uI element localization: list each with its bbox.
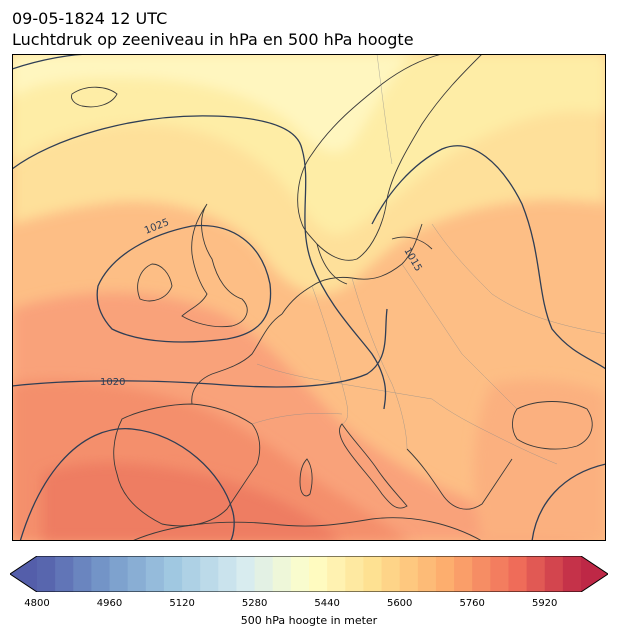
colorbar-cell [55,556,74,592]
colorbar-tick-label: 5920 [531,598,558,609]
colorbar-cell [435,556,455,592]
colorbar-cell [309,556,328,592]
colorbar-cell [399,556,419,592]
colorbar-label: 500 hPa hoogte in meter [240,614,378,627]
colorbar-cell [254,556,274,592]
map-title: Luchtdruk op zeeniveau in hPa en 500 hPa… [12,30,414,49]
colorbar-cell [200,556,219,592]
colorbar-tick-label: 5440 [314,598,340,609]
colorbar-cells [37,556,582,592]
colorbar-tick-label: 4960 [96,598,123,609]
isobar-outer-north [12,115,387,410]
isobar-label-1020: 1020 [100,377,125,388]
colorbar-cell [544,556,564,592]
colorbar-cell [73,556,92,592]
colorbar-cell [454,556,473,592]
colorbar-cell [182,556,201,592]
colorbar-cell [145,556,165,592]
colorbar-cell [381,556,401,592]
colorbar-tick-label: 5600 [386,598,413,609]
isobar-south-low [19,428,235,541]
colorbar-extend-low [10,556,37,592]
map-datetime: 09-05-1824 12 UTC [12,9,168,28]
colorbar-cell [236,556,256,592]
colorbar-tick-label: 5760 [459,598,485,609]
colorbar-cell [91,556,111,592]
colorbar-cell [562,556,582,592]
colorbar-cell [490,556,510,592]
colorbar-tick-label: 5280 [241,598,268,609]
colorbar-cell [290,556,310,592]
colorbar-cell [363,556,383,592]
isobar-1020 [12,308,388,388]
colorbar-cell [218,556,238,592]
isobar-southeast [531,463,606,541]
colorbar-extend-high [581,556,608,592]
colorbar-cell [526,556,546,592]
colorbar-cell [345,556,364,592]
colorbar-tick-label: 5120 [169,598,195,609]
weather-map: 1025 1020 1015 [12,54,606,541]
colorbar-cell [327,556,346,592]
isobar-1025 [96,224,272,343]
colorbar-cell [272,556,292,592]
colorbar-cell [508,556,528,592]
isobars [12,54,606,541]
borders [251,54,606,465]
colorbar-cell [127,556,147,592]
height-field [12,54,606,541]
coastlines [71,54,593,541]
colorbar [10,556,608,592]
colorbar-cell [163,556,183,592]
colorbar-cell [472,556,491,592]
isobar-1015 [371,145,606,370]
colorbar-cell [37,556,56,592]
colorbar-cell [417,556,437,592]
colorbar-cell [109,556,129,592]
colorbar-tick-label: 4800 [24,598,50,609]
